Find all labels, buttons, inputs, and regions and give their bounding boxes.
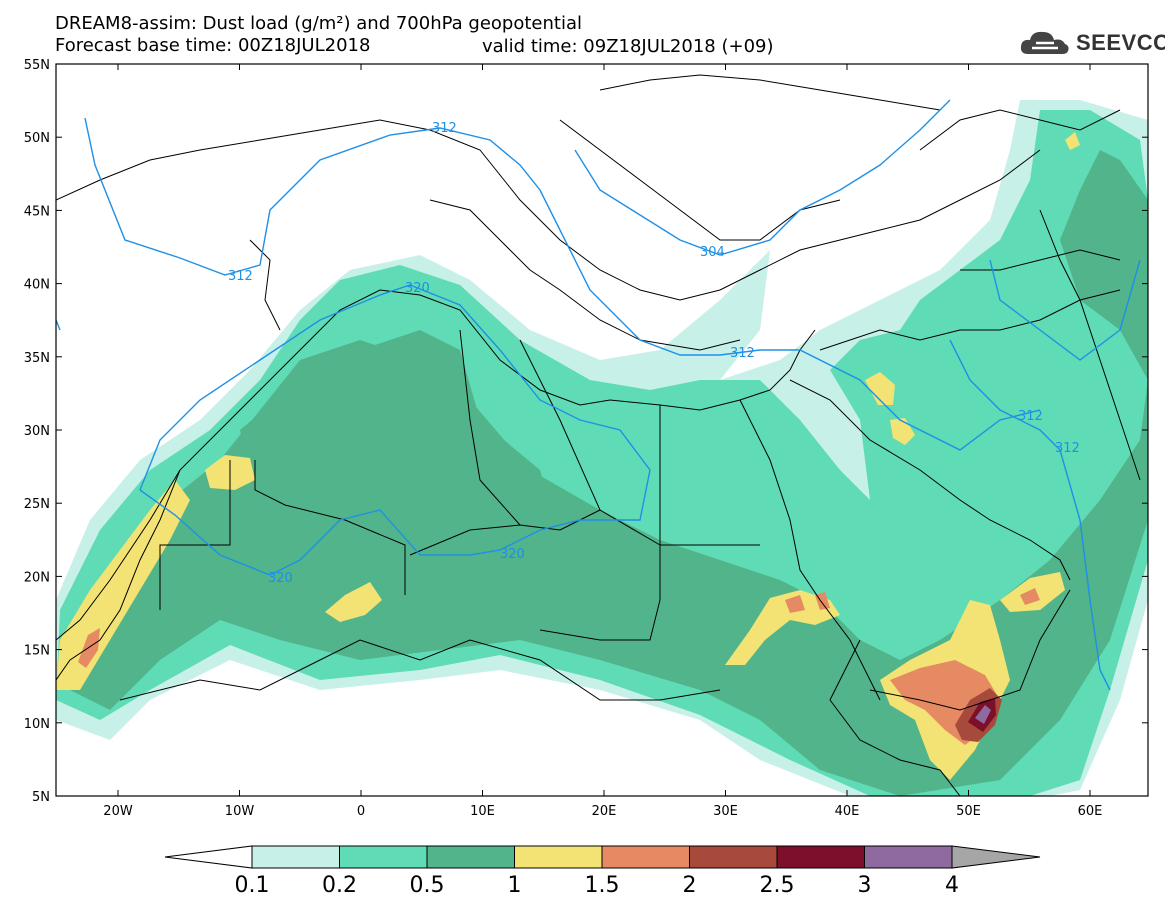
colorbar-level-label: 2 (683, 873, 697, 898)
colorbar-segment (339, 845, 428, 869)
lon-tick-label: 10E (470, 804, 495, 819)
dust-layer-orange-atlantic (78, 628, 100, 668)
colorbar-level-label: 0.2 (322, 873, 357, 898)
logo: SEEVCCC (1018, 28, 1165, 58)
lat-tick-label: 35N (24, 351, 50, 366)
dust-layer-yellow-mali (325, 582, 382, 622)
lon-tick-label: 10W (225, 804, 255, 819)
geopotential-contours (56, 99, 1141, 691)
dust-layer-purple (975, 705, 991, 724)
colorbar-segment (514, 845, 603, 869)
lat-tick-label: 20N (24, 570, 50, 585)
dust-fields (56, 74, 1148, 796)
contour-label: 320 (268, 571, 293, 586)
lat-tick-label: 25N (24, 497, 50, 512)
colorbar-segment (601, 845, 690, 869)
colorbar-segment (864, 845, 953, 869)
colorbar-over-triangle (951, 845, 1041, 869)
lon-tick-label: 20W (103, 804, 133, 819)
colorbar-under-triangle (164, 845, 253, 869)
lon-tick-label: 20E (592, 804, 617, 819)
lat-tick-label: 45N (24, 204, 50, 219)
dust-layer-yellow-sudan (725, 590, 840, 665)
latitude-axis: 55N 50N 45N 40N 35N 30N 25N 20N 15N 10N 5N (24, 58, 1148, 805)
contour-label: 312 (730, 346, 755, 361)
dust-layer-orange-eritrea (815, 592, 830, 610)
lon-tick-label: 40E (835, 804, 860, 819)
colorbar-segment (689, 845, 778, 869)
lat-tick-label: 55N (24, 58, 50, 73)
contour-label: 312 (1055, 441, 1080, 456)
dust-layer-medium-sahara (240, 330, 560, 560)
logo-text: SEEVCCC (1076, 30, 1165, 55)
dust-layer-medium (70, 150, 1148, 796)
contour-label: 312 (1018, 409, 1043, 424)
map-title: DREAM8-assim: Dust load (g/m²) and 700hP… (55, 13, 582, 34)
lat-tick-label: 50N (24, 131, 50, 146)
lat-tick-label: 40N (24, 278, 50, 293)
lat-tick-label: 10N (24, 717, 50, 732)
colorbar-level-label: 4 (945, 873, 959, 898)
lon-tick-label: 60E (1078, 804, 1103, 819)
dust-layer-yellow-iraq (865, 372, 895, 405)
dust-layer-yellow-russia (1065, 132, 1080, 150)
dust-layer-orange-sudan (785, 595, 805, 613)
colorbar-level-label: 1.5 (585, 873, 620, 898)
colorbar-segment (776, 845, 865, 869)
contour-label: 304 (700, 245, 725, 260)
colorbar-level-label: 1 (508, 873, 522, 898)
colorbar-level-label: 2.5 (760, 873, 795, 898)
colorbar-segment (251, 845, 340, 869)
forecast-base-time: Forecast base time: 00Z18JUL2018 (55, 35, 371, 56)
cloud-logo-icon (1020, 31, 1069, 54)
valid-time: valid time: 09Z18JUL2018 (+09) (482, 36, 774, 57)
lon-tick-label: 0 (357, 804, 365, 819)
longitude-axis: 20W 10W 0 10E 20E 30E 40E 50E 60E (103, 64, 1102, 819)
lon-tick-label: 30E (713, 804, 738, 819)
lon-tick-label: 50E (956, 804, 981, 819)
colorbar-level-label: 0.1 (235, 873, 270, 898)
contour-label: 312 (432, 121, 457, 136)
lat-tick-label: 5N (32, 790, 50, 805)
colorbar-level-label: 0.5 (410, 873, 445, 898)
lat-tick-label: 15N (24, 644, 50, 659)
contour-label: 312 (228, 269, 253, 284)
contour-label: 320 (500, 547, 525, 562)
dust-layer-orange-oman (1020, 588, 1040, 605)
colorbar-segment (426, 845, 515, 869)
contour-label: 320 (405, 281, 430, 296)
colorbar-level-label: 3 (858, 873, 872, 898)
lat-tick-label: 30N (24, 424, 50, 439)
country-borders (56, 74, 1141, 796)
contour-labels: 312 312 320 304 312 312 312 320 320 (228, 121, 1080, 586)
